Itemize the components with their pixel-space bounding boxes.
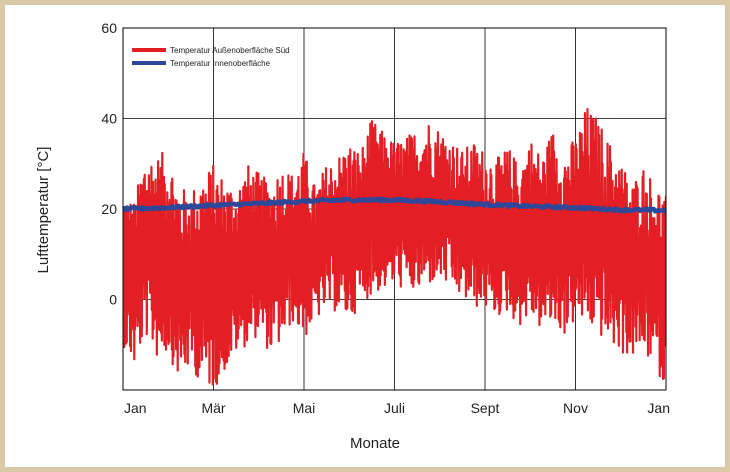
legend-label: Temperatur Innenoberfläche (170, 59, 271, 68)
y-axis-label: Lufttemperatur [°C] (35, 147, 52, 274)
x-tick-label: Sept (471, 400, 500, 416)
series-outer-surface-line (123, 107, 666, 386)
series-inner-surface-line (123, 196, 666, 214)
legend-label: Temperatur Außenoberfläche Süd (170, 46, 290, 55)
y-tick-label: 60 (101, 20, 117, 36)
x-tick-label: Juli (384, 400, 405, 416)
y-tick-label: 20 (101, 201, 117, 217)
chart-frame: 0 20 40 60 Jan Mär Mai Juli Sept Nov Jan Monate L… (5, 5, 725, 467)
x-tick-label: Mai (293, 400, 316, 416)
x-axis-label: Monate (350, 435, 400, 452)
x-tick-label: Nov (563, 400, 588, 416)
y-tick-label: 0 (109, 292, 117, 308)
x-tick-label: Jan (124, 400, 147, 416)
x-tick-label: Mär (201, 400, 225, 416)
legend: Temperatur Außenoberfläche Süd Temperatur… (132, 46, 290, 68)
plot-border (122, 27, 667, 391)
x-tick-label: Jan (647, 400, 670, 416)
temperature-chart: 0 20 40 60 Jan Mär Mai Juli Sept Nov Jan Monate L… (35, 20, 670, 452)
y-tick-label: 40 (101, 111, 117, 127)
